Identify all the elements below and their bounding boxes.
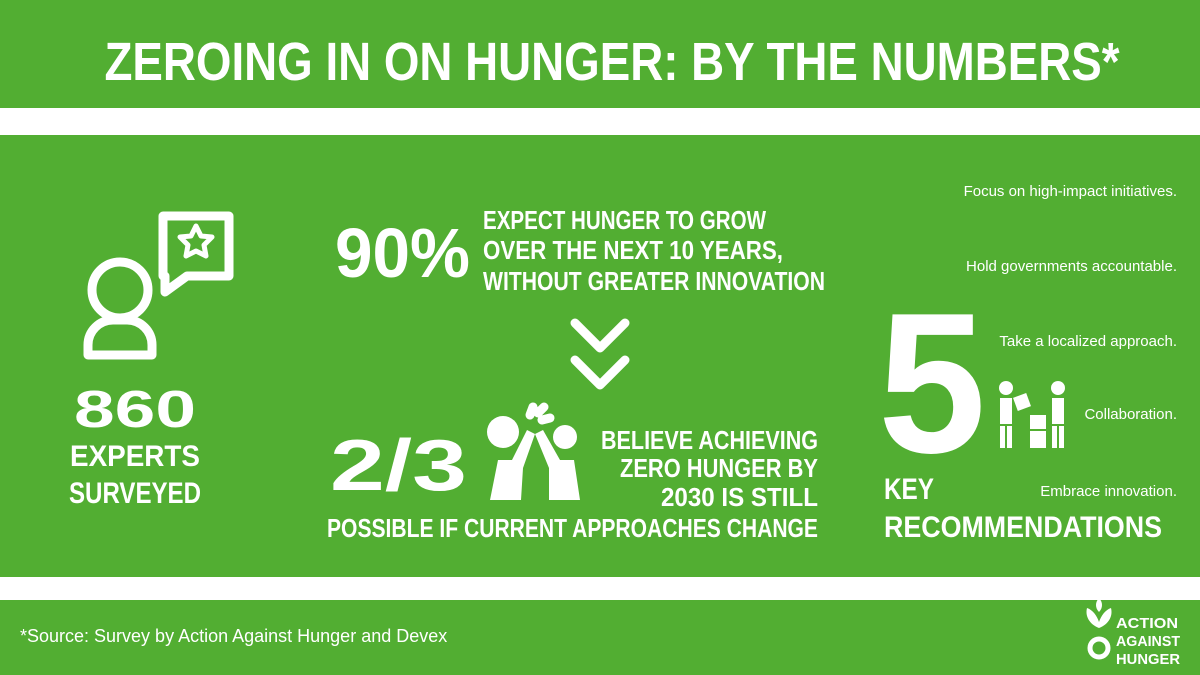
logo-mark <box>1086 598 1112 660</box>
recommendation-label: KEY <box>884 473 934 506</box>
belief-line: ZERO HUNGER BY <box>620 453 818 483</box>
recommendation-item: Embrace innovation. <box>1040 483 1177 500</box>
recommendation-item: Focus on high-impact initiatives. <box>964 183 1177 200</box>
expectation-line: OVER THE NEXT 10 YEARS, <box>483 235 783 265</box>
high-five-icon <box>487 402 580 500</box>
expectation-line: WITHOUT GREATER INNOVATION <box>483 266 825 296</box>
recommendation-item: Take a localized approach. <box>999 333 1177 350</box>
survey-icon <box>83 211 234 360</box>
belief-figure: 2/3 <box>330 426 467 506</box>
logo-text: HUNGER <box>1116 651 1180 668</box>
expectation-figure: 90% <box>335 214 470 292</box>
survey-label: SURVEYED <box>69 477 201 510</box>
source-note: *Source: Survey by Action Against Hunger… <box>20 626 447 646</box>
main-band <box>0 135 1200 577</box>
belief-line: BELIEVE ACHIEVING <box>601 425 818 455</box>
footer-band <box>0 600 1200 675</box>
survey-label: EXPERTS <box>70 440 200 473</box>
survey-count: 860 <box>74 381 196 439</box>
belief-line: POSSIBLE IF CURRENT APPROACHES CHANGE <box>327 513 818 543</box>
recommendation-count: 5 <box>878 272 986 495</box>
recommendation-label: RECOMMENDATIONS <box>884 511 1162 544</box>
chevrons <box>570 318 630 390</box>
title: ZEROING IN ON HUNGER: BY THE NUMBERS* <box>105 32 1120 92</box>
belief-line: 2030 IS STILL <box>661 482 818 512</box>
recommendation-item: Collaboration. <box>1084 406 1177 423</box>
expectation-line: EXPECT HUNGER TO GROW <box>483 205 766 235</box>
logo-text: AGAINST <box>1116 633 1180 650</box>
recommendation-item: Hold governments accountable. <box>966 258 1177 275</box>
header-band <box>0 0 1200 108</box>
collaboration-icon <box>999 381 1065 448</box>
logo-text: ACTION <box>1116 615 1178 632</box>
